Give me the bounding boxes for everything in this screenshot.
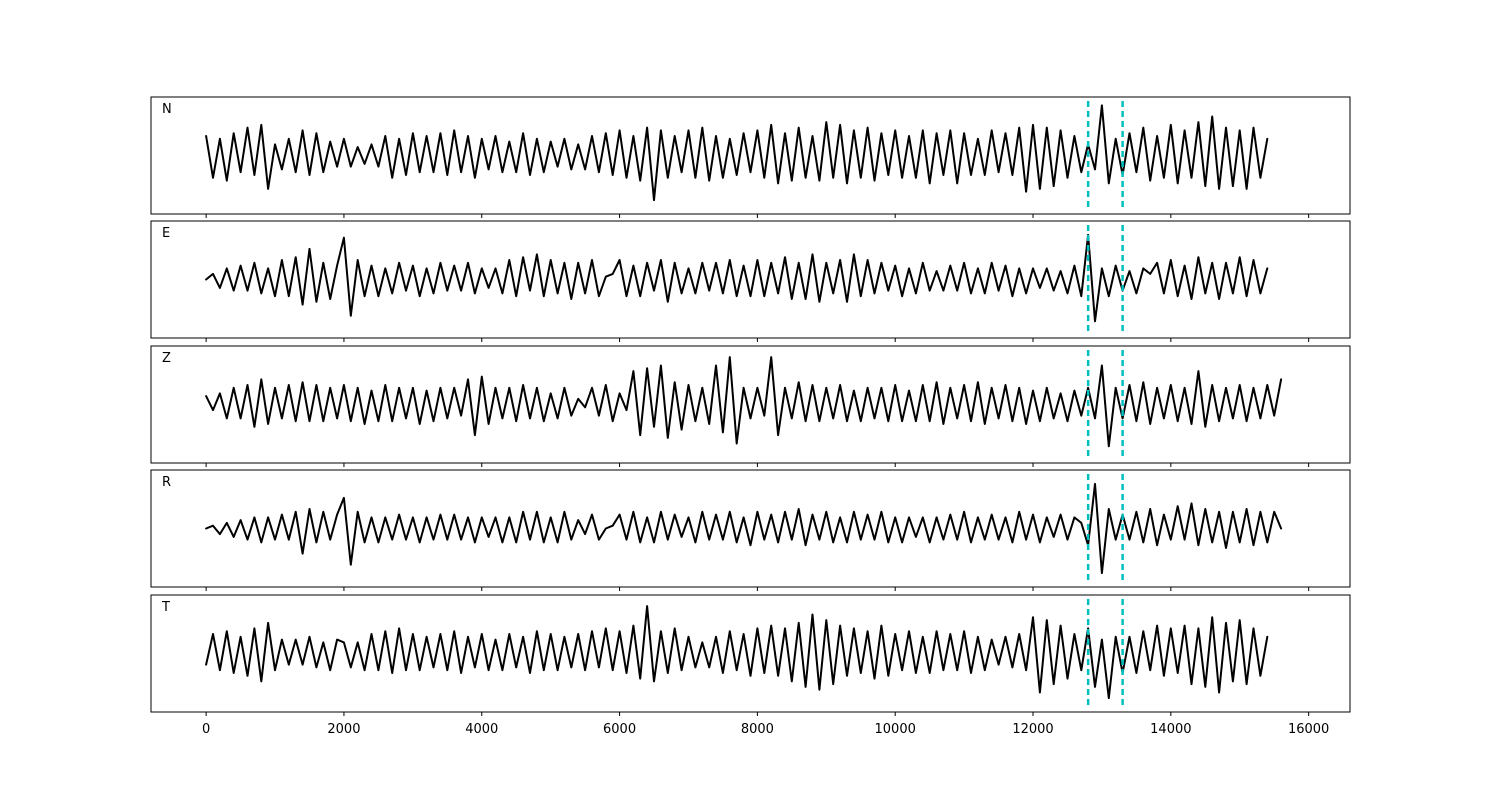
x-tick-label: 16000 — [1288, 722, 1329, 737]
panel-label: Z — [162, 351, 171, 366]
panel-e: E — [150, 220, 1351, 342]
panel-label: T — [161, 600, 170, 615]
trace-e — [205, 233, 1269, 323]
panel-frame — [150, 96, 1351, 215]
x-tick-label: 12000 — [1012, 722, 1053, 737]
x-tick-label: 6000 — [603, 722, 636, 737]
panel-frame — [150, 469, 1351, 588]
trace-t — [205, 605, 1269, 700]
panel-frame — [150, 345, 1351, 464]
panel-label: R — [162, 475, 171, 490]
panel-frame — [150, 594, 1351, 713]
panel-t: T — [150, 594, 1351, 716]
panel-z: Z — [150, 345, 1351, 467]
x-tick-label: 0 — [202, 722, 210, 737]
x-tick-label: 14000 — [1150, 722, 1191, 737]
panel-r: R — [150, 469, 1351, 591]
trace-n — [205, 104, 1269, 202]
panel-n: N — [150, 96, 1351, 218]
trace-z — [205, 356, 1283, 448]
x-tick-label: 10000 — [875, 722, 916, 737]
trace-r — [205, 482, 1283, 575]
x-tick-label: 2000 — [327, 722, 360, 737]
panel-frame — [150, 220, 1351, 339]
panel-label: E — [162, 226, 170, 241]
panel-label: N — [162, 102, 172, 117]
x-tick-label: 4000 — [465, 722, 498, 737]
x-tick-label: 8000 — [741, 722, 774, 737]
